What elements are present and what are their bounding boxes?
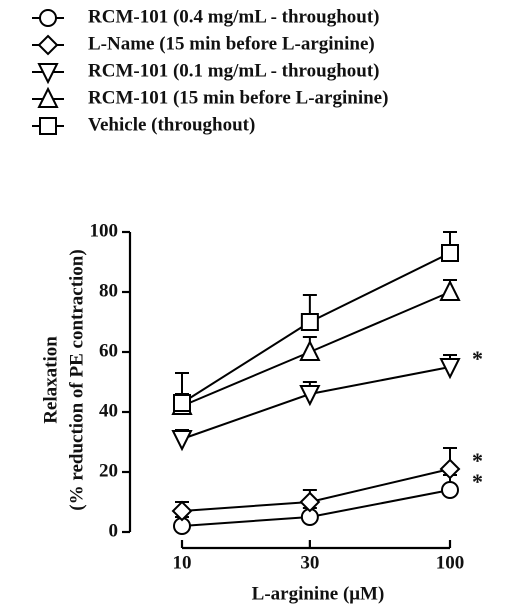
legend-marker — [37, 34, 59, 56]
legend-marker — [39, 117, 57, 135]
y-tick-label: 40 — [99, 400, 118, 421]
marker — [439, 358, 461, 380]
marker — [171, 500, 193, 522]
annotation: * — [472, 448, 483, 473]
legend-label: RCM-101 (0.4 mg/mL - throughout) — [88, 6, 380, 27]
annotation: * — [472, 346, 483, 371]
y-tick-label: 100 — [90, 220, 119, 241]
y-axis-label: Relaxation — [40, 336, 61, 424]
legend-marker — [39, 9, 57, 27]
marker — [299, 339, 321, 361]
y-tick-label: 20 — [99, 460, 118, 481]
marker — [439, 458, 461, 480]
x-tick-label: 10 — [173, 552, 192, 573]
legend-marker — [37, 63, 59, 85]
legend-label: L-Name (15 min before L-arginine) — [88, 33, 375, 54]
marker — [439, 279, 461, 301]
legend-label: RCM-101 (15 min before L-arginine) — [88, 87, 388, 108]
y-axis-label: (% reduction of PE contraction) — [66, 249, 87, 510]
legend-label: Vehicle (throughout) — [88, 114, 255, 135]
marker — [300, 313, 319, 331]
legend-marker — [37, 86, 59, 108]
legend-label: RCM-101 (0.1 mg/mL - throughout) — [88, 60, 380, 81]
marker — [171, 430, 193, 452]
y-tick-label: 60 — [99, 340, 118, 361]
marker — [299, 385, 321, 407]
marker — [441, 481, 459, 499]
annotation: * — [472, 469, 483, 494]
marker — [441, 244, 459, 262]
x-tick-label: 100 — [436, 552, 465, 573]
marker — [299, 491, 321, 513]
x-tick-label: 30 — [300, 552, 319, 573]
y-tick-label: 0 — [109, 520, 119, 541]
x-axis-label: L-arginine (μM) — [252, 583, 385, 604]
y-tick-label: 80 — [99, 280, 118, 301]
marker — [173, 394, 191, 412]
